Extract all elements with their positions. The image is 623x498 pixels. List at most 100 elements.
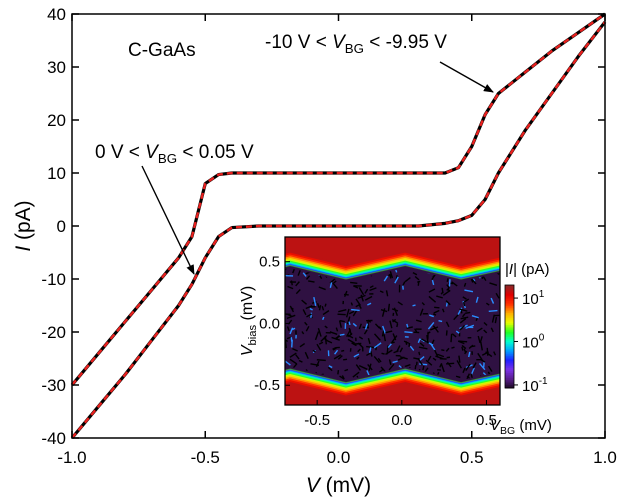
noise-stroke [477,335,481,343]
noise-stroke [351,308,360,312]
noise-stroke [301,331,305,335]
noise-stroke [341,349,345,352]
noise-stroke [392,333,397,341]
inset-frame [284,236,501,406]
colorbar-cell [505,365,514,368]
noise-stroke [314,331,320,341]
noise-stroke [327,366,333,372]
colorbar-cell [505,382,514,386]
colorbar-cell [505,363,514,367]
noise-stroke [483,321,488,326]
noise-stroke [463,298,470,303]
noise-stroke [433,349,439,358]
text-part: (mV) [515,417,552,434]
colorbar-cell [505,310,514,313]
noise-stroke [358,287,365,296]
noise-stroke [346,316,351,325]
noise-stroke [328,365,333,369]
noise-stroke [419,363,428,366]
noise-stroke [436,295,443,299]
noise-stroke [419,342,425,347]
noise-stroke [417,280,421,283]
colorbar-cell [505,372,514,375]
colorbar-cell [505,324,514,327]
noise-stroke [343,293,349,296]
noise-stroke [298,359,303,363]
noise-stroke [493,351,497,356]
colorbar-cell [505,327,514,331]
noise-stroke [316,343,322,351]
y-tick-label: 10 [47,164,66,183]
colorbar-cell [505,355,514,358]
noise-stroke [364,323,369,330]
noise-stroke [418,356,425,362]
colorbar-cell [505,386,514,389]
noise-stroke [440,363,445,373]
noise-stroke [460,316,469,320]
noise-stroke [334,349,339,355]
colorbar-cell [505,362,514,365]
noise-stroke [408,342,411,347]
noise-stroke [337,370,340,375]
noise-stroke [348,310,355,315]
inset-x-tick-label: -0.5 [304,412,330,429]
noise-stroke [316,359,326,362]
fit-line [71,21,606,439]
colorbar-cell [505,374,514,377]
inset-x-label: VBG (mV) [490,417,552,437]
noise-stroke [378,326,382,331]
colorbar-cell [505,333,514,336]
colorbar-cell [505,334,514,337]
noise-stroke [347,338,355,344]
text-part: (pA) [12,200,35,246]
noise-stroke [420,338,430,344]
colorbar-cell [505,343,514,346]
noise-stroke [306,313,312,318]
noise-stroke [286,314,296,320]
noise-stroke [353,353,360,358]
tick-exponent: -1 [539,376,548,387]
noise-stroke [385,330,393,334]
x-tick-label: -0.5 [191,448,220,467]
text-part: V [490,417,502,434]
noise-stroke [418,351,421,356]
noise-stroke [310,363,320,366]
text-part: | (pA) [513,261,549,278]
noise-stroke [290,307,294,310]
noise-stroke [417,338,421,344]
x-tick-label: 1.0 [593,448,617,467]
colorbar-cell [505,358,514,362]
noise-stroke [321,305,325,311]
noise-stroke [333,354,342,360]
colorbar-cell [505,290,514,293]
noise-stroke [431,339,435,345]
noise-stroke [318,304,322,311]
colorbar-cell [505,303,514,307]
noise-stroke [335,327,339,332]
y-tick-label: 30 [47,58,66,77]
arrow [439,61,494,93]
noise-stroke [348,321,351,326]
noise-stroke [324,303,327,307]
inset-y-tick-label: 0.0 [259,315,280,332]
fit-line [71,13,606,386]
noise-stroke [399,347,404,353]
noise-stroke [464,289,474,293]
noise-stroke [405,341,408,346]
y-tick-label: 20 [47,111,66,130]
noise-stroke [389,273,392,279]
noise-stroke [332,282,338,290]
noise-stroke [329,331,338,335]
noise-stroke [455,375,461,379]
noise-stroke [463,282,467,287]
colorbar-cell [505,322,514,325]
noise-stroke [412,304,416,307]
noise-stroke [430,326,439,331]
noise-stroke [304,351,309,359]
noise-stroke [364,288,369,294]
noise-stroke [318,341,324,345]
noise-stroke [343,358,348,361]
noise-stroke [338,320,342,328]
noise-stroke [366,352,371,357]
noise-stroke [464,311,471,315]
